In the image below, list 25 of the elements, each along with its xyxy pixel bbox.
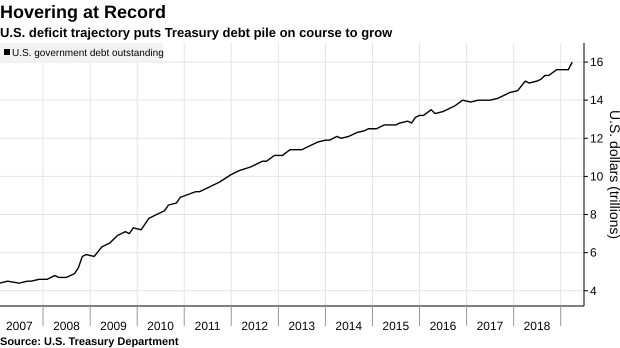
x-tick-label: 2014 [335, 319, 362, 333]
y-tick-label: 4 [590, 284, 597, 298]
x-tick-label: 2008 [53, 319, 80, 333]
chart-subtitle: U.S. deficit trajectory puts Treasury debt pile on course to grow [0, 25, 394, 40]
x-tick-label: 2011 [194, 319, 221, 333]
x-tick-label: 2017 [476, 319, 504, 333]
x-tick-label: 2012 [241, 319, 268, 333]
y-tick-label: 16 [590, 55, 604, 70]
x-tick-label: 2013 [288, 319, 316, 333]
x-tick-label: 2007 [6, 319, 33, 333]
x-tick-label: 2009 [100, 319, 128, 333]
x-tick-label: 2010 [147, 319, 174, 333]
legend-label: U.S. government debt outstanding [12, 48, 164, 59]
y-tick-label: 10 [590, 169, 604, 184]
y-axis-title: U.S. dollars (trillions) [607, 110, 620, 240]
source-note: Source: U.S. Treasury Department [0, 336, 179, 348]
y-tick-label: 6 [590, 246, 597, 260]
chart-title: Hovering at Record [0, 2, 166, 22]
line-series [0, 61, 573, 284]
x-tick-label: 2015 [382, 319, 410, 333]
y-tick-label: 14 [590, 93, 604, 108]
x-tick-label: 2016 [430, 319, 457, 333]
y-tick-label: 8 [590, 208, 597, 222]
x-tick-label: 2018 [524, 319, 551, 333]
y-tick-label: 12 [590, 131, 604, 146]
